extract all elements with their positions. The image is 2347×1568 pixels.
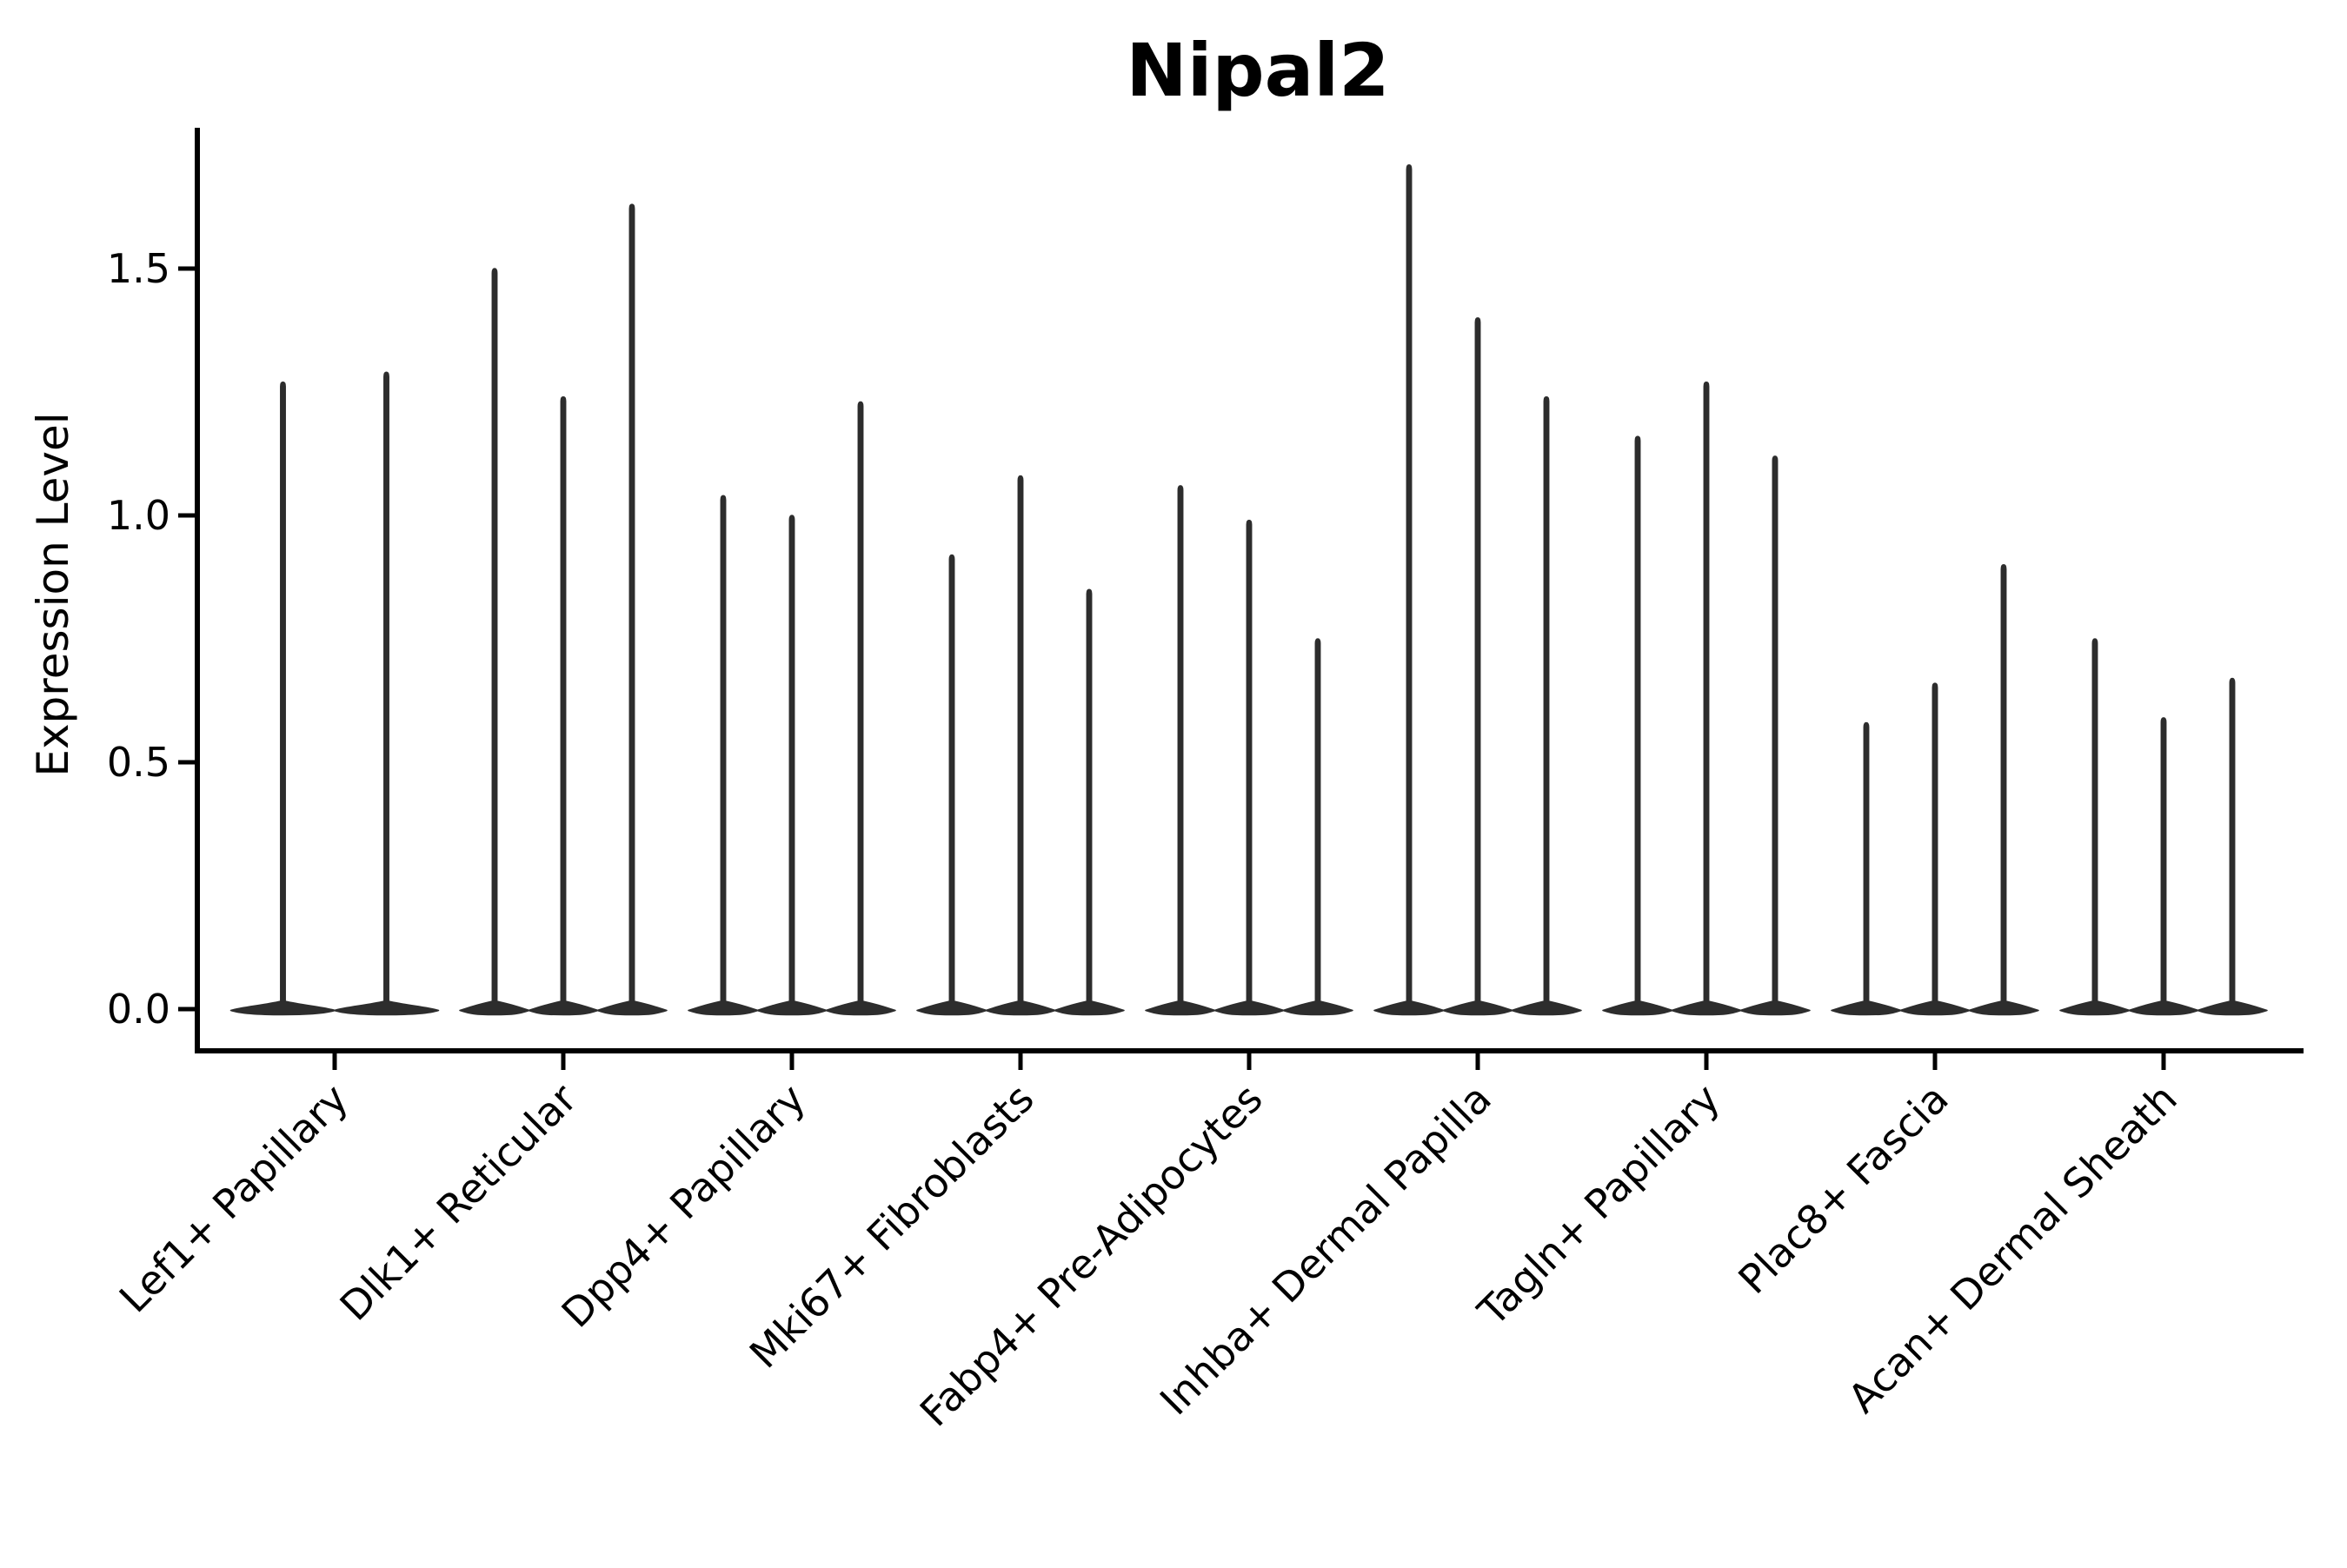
violin-shape — [985, 475, 1056, 1016]
y-tick-label: 0.5 — [107, 739, 170, 786]
violin-shape — [1145, 485, 1216, 1016]
x-tick-label: Dpp4+ Papillary — [553, 1075, 814, 1337]
y-tick-label: 1.0 — [107, 492, 170, 539]
violin-shape — [1968, 564, 2039, 1016]
violin-shape — [1831, 721, 1902, 1016]
violin-shape — [596, 203, 668, 1016]
violin-shape — [1899, 682, 1971, 1016]
violin-shape — [333, 371, 440, 1016]
violin-shape — [2128, 717, 2199, 1016]
violin-shape — [528, 395, 599, 1016]
y-tick-label: 1.5 — [107, 245, 170, 292]
violin-shape — [1213, 519, 1285, 1016]
violin-shape — [2197, 677, 2268, 1016]
violin-shape — [2059, 638, 2131, 1016]
violin-shape — [1373, 163, 1445, 1016]
x-tick-label: Tagln+ Papillary — [1468, 1075, 1729, 1336]
violin-shape — [1602, 435, 1673, 1016]
violin-shape — [1442, 317, 1513, 1016]
violin-shape — [1671, 381, 1742, 1016]
violin-shape — [825, 401, 896, 1016]
violin-shape — [1054, 588, 1125, 1016]
y-axis-label: Expression Level — [28, 412, 78, 776]
x-tick-label: Dlk1+ Reticular — [331, 1075, 586, 1330]
x-tick-label: Plac8+ Fascia — [1729, 1075, 1957, 1303]
y-tick-label: 0.0 — [107, 986, 170, 1033]
violin-shape — [756, 515, 828, 1016]
plot-title: Nipal2 — [1126, 28, 1389, 113]
violin-shape — [1282, 638, 1353, 1016]
violin-shape — [688, 495, 759, 1016]
violin-shape — [1739, 455, 1811, 1016]
violin-shape — [916, 554, 987, 1016]
violin-shape — [459, 268, 530, 1016]
violin-shape — [1511, 395, 1582, 1016]
x-tick-label: Lef1+ Papillary — [110, 1075, 357, 1322]
violin-shape — [229, 381, 336, 1016]
